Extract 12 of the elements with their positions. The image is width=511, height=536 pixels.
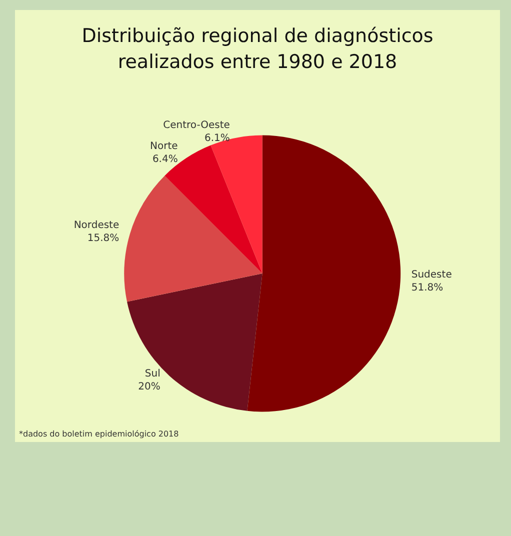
text: *dados do boletim epidemiológico 2018 — [19, 430, 179, 438]
data-label: 51.8% — [411, 282, 444, 294]
data-label: 20% — [138, 381, 160, 392]
data-label: 6.4% — [152, 154, 178, 166]
data-label: 6.1% — [204, 132, 230, 144]
slice-label: Norte — [150, 141, 178, 152]
data-label: 15.8% — [87, 233, 120, 244]
chart-title: Distribuição regional de diagnósticos realizados entre 1980 e 2018 — [82, 25, 434, 73]
slice-label: Sudeste — [411, 269, 452, 280]
slice-label: Nordeste — [74, 220, 120, 232]
slice-label: Sul — [144, 368, 160, 380]
slice-label: Centro-Oeste — [163, 120, 230, 131]
